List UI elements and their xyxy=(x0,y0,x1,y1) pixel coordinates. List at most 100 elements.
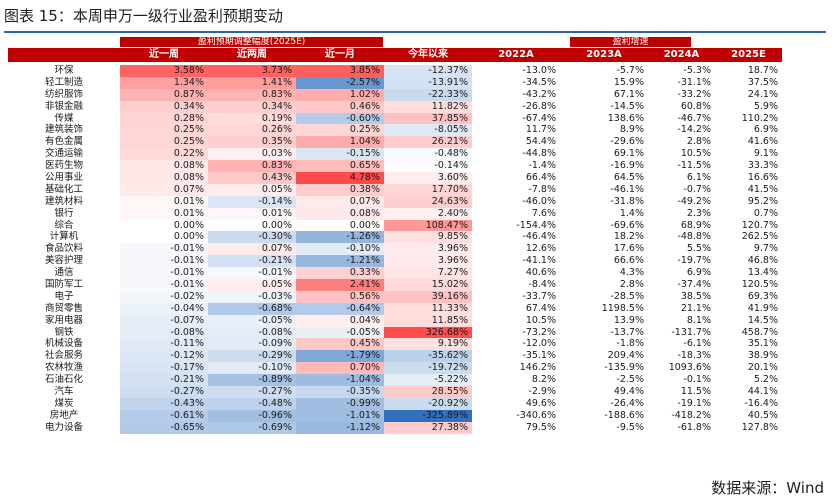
cell-y23: -29.6% xyxy=(610,136,644,148)
cell-y22: 49.6% xyxy=(525,397,556,409)
cell-m1: -1.04% xyxy=(296,374,384,387)
cell-y24: -0.1% xyxy=(683,374,711,386)
cell-y24: -418.2% xyxy=(671,409,711,421)
cell-ytd: 11.82% xyxy=(384,100,472,113)
cell-ytd: -0.48% xyxy=(384,148,472,161)
cell-y22: -34.5% xyxy=(522,76,556,88)
col-header-2w: 近两周 xyxy=(237,49,267,60)
cell-ytd: 39.16% xyxy=(384,290,472,303)
cell-ytd: -5.22% xyxy=(384,374,472,387)
table-row: 基础化工 0.07% 0.05% 0.38% 17.70% -7.8% -46.1% -0.7… xyxy=(8,183,782,196)
cell-w2: 0.26% xyxy=(208,124,296,137)
cell-y23: -14.5% xyxy=(610,100,644,112)
cell-y25: 110.2% xyxy=(741,112,778,124)
cell-ytd: -0.14% xyxy=(384,160,472,173)
cell-ytd: -8.05% xyxy=(384,124,472,137)
cell-w2: 0.07% xyxy=(208,243,296,256)
cell-y24: -14.2% xyxy=(677,124,711,136)
cell-y23: 69.1% xyxy=(613,148,644,160)
cell-m1: 0.25% xyxy=(296,124,384,137)
cell-y22: -73.2% xyxy=(522,326,556,338)
cell-y23: 8.9% xyxy=(619,124,644,136)
cell-w1: 0.87% xyxy=(120,88,208,101)
cell-m1: -1.12% xyxy=(296,421,384,434)
cell-y25: 120.7% xyxy=(741,219,778,231)
cell-y25: 33.3% xyxy=(747,160,778,172)
cell-y22: -7.8% xyxy=(528,183,556,195)
cell-y25: 95.2% xyxy=(747,195,778,207)
cell-ytd: 3.60% xyxy=(384,172,472,184)
cell-y23: 49.4% xyxy=(613,386,644,398)
cell-y22: -44.8% xyxy=(522,148,556,160)
cell-ytd: 15.02% xyxy=(384,279,472,291)
cell-y25: 6.9% xyxy=(753,124,778,136)
cell-ytd: 26.21% xyxy=(384,136,472,149)
cell-w2: 0.00% xyxy=(261,219,292,231)
group-header-revision: 盈利预期调整幅度(2025E) xyxy=(120,37,383,47)
cell-y22: -1.4% xyxy=(528,160,556,172)
source-note: 数据来源：Wind xyxy=(711,479,824,497)
industry-name: 基础化工 xyxy=(44,183,83,195)
industry-name: 房地产 xyxy=(49,409,79,421)
cell-y24: 5.5% xyxy=(686,243,711,255)
cell-y23: 1198.5% xyxy=(601,302,644,314)
cell-w1: 0.08% xyxy=(120,172,208,184)
table-row: 家用电器 -0.07% -0.05% 0.04% 11.85% 10.5% 13.9% 8.1… xyxy=(8,314,782,327)
industry-name: 农林牧渔 xyxy=(44,362,83,374)
cell-ytd: 37.85% xyxy=(384,112,472,125)
cell-ytd: -35.62% xyxy=(384,350,472,363)
cell-y22: 79.5% xyxy=(525,421,556,433)
table-row: 钢铁 -0.08% -0.08% -0.05% 326.68% -73.2% -13.7% -… xyxy=(8,326,782,339)
industry-name: 纺织服饰 xyxy=(44,88,83,100)
cell-ytd: 9.19% xyxy=(384,338,472,351)
cell-y24: 2.8% xyxy=(686,136,711,148)
cell-y22: -13.0% xyxy=(522,65,556,76)
industry-name: 计算机 xyxy=(49,231,79,243)
cell-ytd: -20.92% xyxy=(384,397,472,410)
cell-y22: 40.6% xyxy=(525,267,556,279)
cell-w2: -0.27% xyxy=(208,386,296,398)
cell-w2: 0.03% xyxy=(208,148,296,161)
cell-m1: 0.04% xyxy=(296,314,384,327)
cell-y24: -37.4% xyxy=(677,279,711,291)
cell-m1: 0.08% xyxy=(296,207,384,220)
industry-name: 钢铁 xyxy=(54,326,74,338)
cell-y22: 146.2% xyxy=(519,362,556,374)
cell-y24: 21.1% xyxy=(680,302,711,314)
table-row: 煤炭 -0.43% -0.48% -0.99% -20.92% 49.6% -26.4% -1… xyxy=(8,397,782,410)
table-row: 公用事业 0.08% 0.43% 4.78% 3.60% 66.4% 64.5% 6.1% 16… xyxy=(8,172,782,184)
cell-w2: -0.89% xyxy=(208,374,296,387)
table-row: 房地产 -0.61% -0.96% -1.01% -325.89% -340.6% -188… xyxy=(8,409,782,422)
cell-y22: -33.7% xyxy=(522,290,556,302)
cell-y22: -12.0% xyxy=(522,338,556,350)
cell-y22: -2.9% xyxy=(528,386,556,398)
cell-ytd: -13.91% xyxy=(384,76,472,89)
cell-w1: 0.01% xyxy=(120,195,208,208)
cell-y23: 15.9% xyxy=(613,76,644,88)
industry-name: 电力设备 xyxy=(44,421,83,433)
cell-y25: 40.5% xyxy=(747,409,778,421)
cell-y25: 5.2% xyxy=(753,374,778,386)
cell-y22: -43.2% xyxy=(522,88,556,100)
industry-name: 轻工制造 xyxy=(44,76,83,88)
cell-y24: -46.7% xyxy=(677,112,711,124)
table-row: 汽车 -0.27% -0.27% -0.35% 28.55% -2.9% 49.4% 11.5… xyxy=(8,386,782,398)
table-row: 食品饮料 -0.01% 0.07% -0.10% 3.96% 12.6% 17.6% 5.5%… xyxy=(8,243,782,256)
cell-y24: 2.3% xyxy=(686,207,711,219)
cell-y23: -26.4% xyxy=(610,397,644,409)
cell-m1: 0.56% xyxy=(296,290,384,303)
cell-y25: 9.1% xyxy=(753,148,778,160)
cell-m1: 0.65% xyxy=(296,160,384,173)
cell-w1: -0.01% xyxy=(120,267,208,280)
industry-name: 商贸零售 xyxy=(44,302,83,314)
table-row: 农林牧渔 -0.17% -0.10% 0.70% -19.72% 146.2% -135.9… xyxy=(8,362,782,375)
cell-y22: -154.4% xyxy=(516,219,556,231)
cell-w2: -0.14% xyxy=(208,195,296,208)
table-row: 计算机 0.00% -0.30% -1.26% 9.85% -46.4% 18.2% -48.… xyxy=(8,231,782,244)
cell-y24: 11.5% xyxy=(680,386,711,398)
col-header-1m: 近一月 xyxy=(325,49,355,60)
figure-title: 图表 15：本周申万一级行业盈利预期变动 xyxy=(4,7,283,25)
cell-w1: 0.00% xyxy=(173,219,204,231)
cell-y23: -46.1% xyxy=(610,183,644,195)
cell-ytd: 27.38% xyxy=(384,421,472,434)
